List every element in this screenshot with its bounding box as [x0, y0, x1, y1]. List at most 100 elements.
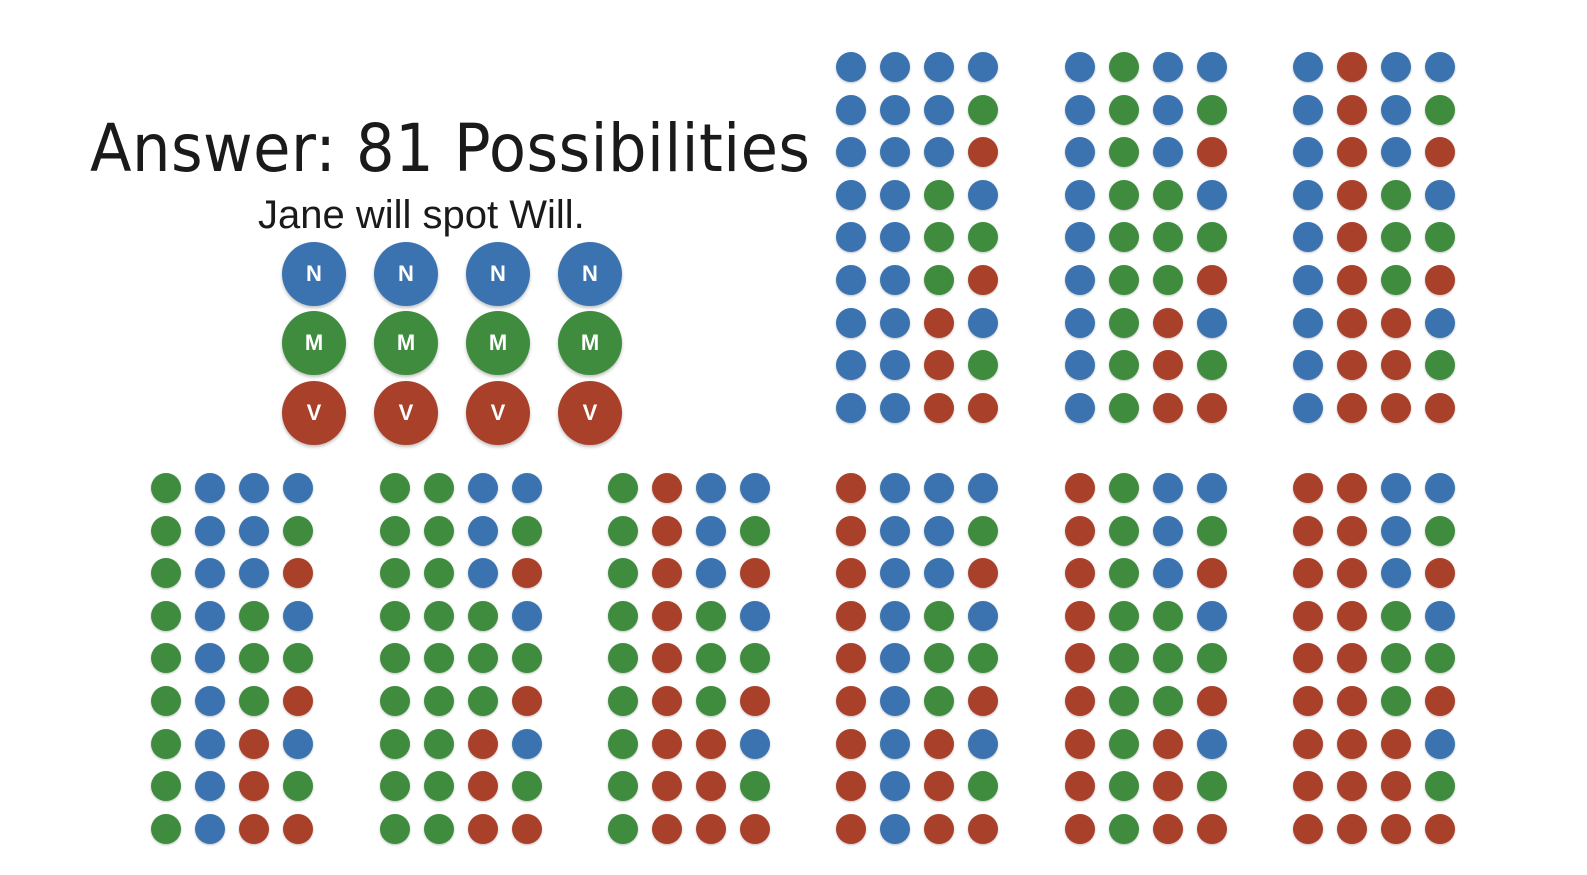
combination-dot-m	[1197, 771, 1227, 801]
combination-dot-v	[740, 686, 770, 716]
combination-dot-m	[283, 771, 313, 801]
combination-dot-m	[1109, 222, 1139, 252]
combination-dot-v	[512, 814, 542, 844]
combination-dot-n	[195, 558, 225, 588]
combination-dot-m	[924, 180, 954, 210]
combination-dot-n	[1197, 308, 1227, 338]
combination-dot-n	[880, 137, 910, 167]
combination-dot-n	[1197, 473, 1227, 503]
combination-dot-m	[380, 643, 410, 673]
combination-dot-m	[608, 643, 638, 673]
combination-dot-m	[1197, 350, 1227, 380]
combination-dot-m	[1109, 558, 1139, 588]
combination-dot-v	[1293, 473, 1323, 503]
combination-dot-m	[239, 601, 269, 631]
combination-dot-v	[1381, 350, 1411, 380]
combination-dot-v	[968, 393, 998, 423]
combination-dot-m	[380, 516, 410, 546]
combination-dot-m	[608, 558, 638, 588]
combination-dot-v	[836, 516, 866, 546]
combination-dot-v	[652, 643, 682, 673]
combination-dot-m	[380, 473, 410, 503]
combination-dot-m	[380, 771, 410, 801]
combination-dot-m	[1381, 643, 1411, 673]
combination-dot-m	[1197, 222, 1227, 252]
combination-dot-n	[836, 52, 866, 82]
combination-dot-n	[740, 601, 770, 631]
combination-dot-v	[1425, 558, 1455, 588]
combination-dot-m	[608, 516, 638, 546]
combination-dot-v	[1293, 814, 1323, 844]
combination-dot-m	[1197, 643, 1227, 673]
combination-dot-m	[924, 222, 954, 252]
combination-dot-n	[924, 558, 954, 588]
combination-dot-v	[1293, 729, 1323, 759]
combination-dot-m	[968, 643, 998, 673]
combination-dot-n	[1153, 516, 1183, 546]
combination-dot-m	[1153, 643, 1183, 673]
combination-dot-v	[283, 686, 313, 716]
combination-dot-n	[1293, 265, 1323, 295]
combination-dot-n	[924, 95, 954, 125]
combination-dot-v	[968, 558, 998, 588]
combination-dot-v	[1065, 516, 1095, 546]
combination-dot-v	[836, 771, 866, 801]
combination-dot-n	[195, 601, 225, 631]
combination-dot-n	[1153, 95, 1183, 125]
combination-dot-v	[968, 137, 998, 167]
combination-dot-n	[968, 180, 998, 210]
combination-dot-n	[283, 601, 313, 631]
combination-dot-n	[696, 516, 726, 546]
combination-dot-n	[239, 516, 269, 546]
combination-dot-v	[836, 814, 866, 844]
combination-dot-n	[880, 814, 910, 844]
combination-dot-m	[1381, 180, 1411, 210]
combination-dot-m	[1109, 350, 1139, 380]
combination-dot-v	[1197, 393, 1227, 423]
combination-dot-m	[151, 601, 181, 631]
combination-dot-n	[1065, 95, 1095, 125]
combination-dot-m	[1153, 222, 1183, 252]
combination-dot-m	[1425, 222, 1455, 252]
combination-dot-v	[1065, 729, 1095, 759]
combination-dot-v	[1197, 137, 1227, 167]
combination-dot-v	[1337, 643, 1367, 673]
combination-dot-m	[1109, 95, 1139, 125]
combination-dot-v	[1293, 516, 1323, 546]
combination-dot-v	[740, 558, 770, 588]
combination-dot-v	[1337, 558, 1367, 588]
combination-dot-n	[924, 516, 954, 546]
combination-dot-m	[1153, 265, 1183, 295]
combination-dot-n	[1153, 473, 1183, 503]
combination-dot-m	[1109, 814, 1139, 844]
combination-dot-m	[151, 771, 181, 801]
combination-dot-m	[740, 771, 770, 801]
combination-dot-v	[1065, 814, 1095, 844]
combination-dot-n	[512, 473, 542, 503]
combination-dot-v	[468, 729, 498, 759]
combination-dot-v	[1153, 308, 1183, 338]
combination-dot-m	[424, 686, 454, 716]
combination-dot-m	[424, 558, 454, 588]
combination-dot-m	[1109, 729, 1139, 759]
combination-dot-v	[239, 771, 269, 801]
combination-dot-v	[512, 686, 542, 716]
combination-dot-n	[880, 95, 910, 125]
combination-dot-m	[283, 643, 313, 673]
combination-dot-v	[1337, 95, 1367, 125]
combination-dot-n	[1425, 729, 1455, 759]
combination-dot-n	[1381, 95, 1411, 125]
combination-dot-n	[283, 729, 313, 759]
combination-dot-v	[652, 516, 682, 546]
combination-dot-v	[924, 308, 954, 338]
combination-dot-n	[239, 558, 269, 588]
combination-dot-n	[880, 729, 910, 759]
combination-dot-n	[740, 729, 770, 759]
combination-dot-v	[283, 814, 313, 844]
combination-dot-v	[924, 393, 954, 423]
combination-dot-m	[151, 558, 181, 588]
combination-dot-n	[968, 308, 998, 338]
combination-dot-n	[968, 729, 998, 759]
combination-dot-v	[1153, 350, 1183, 380]
combination-dot-v	[1065, 473, 1095, 503]
